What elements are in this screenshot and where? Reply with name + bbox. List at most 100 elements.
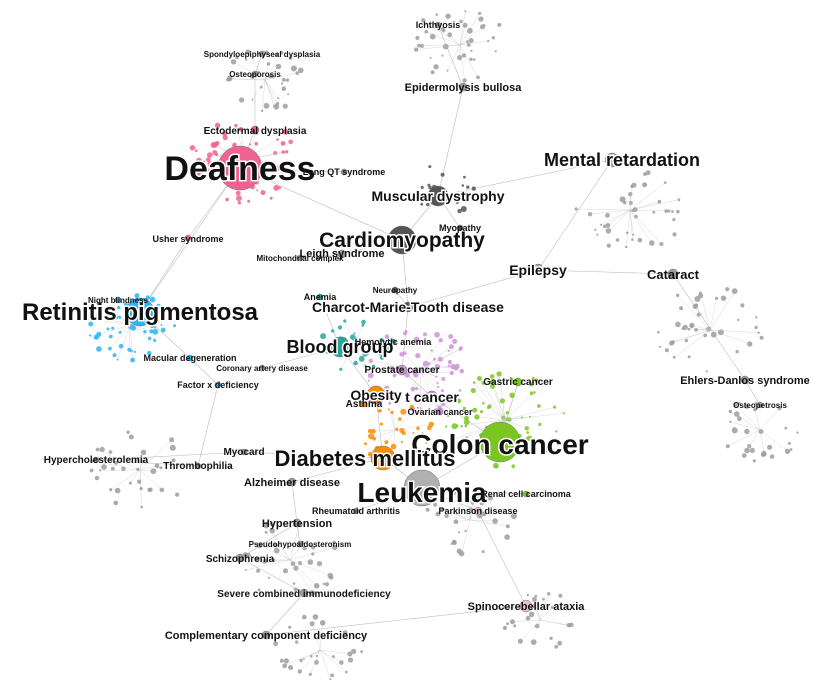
minor-node	[434, 331, 440, 338]
minor-node	[106, 327, 110, 331]
minor-node	[293, 565, 299, 571]
minor-node	[463, 175, 466, 179]
minor-edge	[459, 11, 466, 46]
minor-edge	[388, 409, 396, 431]
minor-edge	[677, 295, 711, 331]
minor-node	[190, 169, 195, 173]
minor-edge	[504, 416, 530, 421]
minor-node	[159, 466, 163, 470]
node-ovarian-cancer	[436, 408, 444, 416]
minor-node	[555, 430, 558, 433]
minor-node	[147, 487, 152, 492]
minor-node	[472, 58, 476, 61]
minor-node	[414, 47, 419, 52]
minor-node	[534, 594, 538, 598]
minor-edge	[469, 519, 508, 527]
minor-node	[114, 487, 121, 494]
minor-edge	[446, 515, 471, 521]
minor-node	[175, 492, 180, 497]
minor-node	[428, 165, 432, 169]
minor-node	[550, 605, 554, 609]
node-muscular-dystrophy	[427, 185, 449, 207]
minor-node	[347, 651, 353, 657]
minor-edge	[139, 469, 162, 491]
minor-node	[732, 427, 736, 430]
edge-factor-x-deficiency-thrombophilia	[197, 384, 219, 467]
minor-node	[263, 102, 270, 109]
minor-edge	[672, 329, 711, 343]
minor-edge	[130, 469, 141, 484]
minor-node	[542, 597, 545, 601]
label-spinocerebellar-ataxia: Spinocerebellar ataxia	[468, 601, 586, 613]
minor-node	[496, 371, 502, 377]
minor-node	[307, 559, 314, 565]
minor-node	[331, 655, 335, 659]
node-obesity	[366, 385, 386, 405]
node-asthma	[360, 400, 368, 408]
label-myocardial-infarction: Myocard	[223, 447, 264, 458]
minor-node	[619, 196, 626, 203]
minor-node	[664, 209, 669, 214]
minor-node	[215, 153, 219, 157]
minor-edge	[386, 429, 396, 443]
minor-node	[643, 172, 647, 177]
minor-node	[495, 465, 499, 468]
minor-edge	[354, 344, 371, 346]
minor-node	[675, 293, 680, 297]
minor-node	[350, 334, 356, 340]
minor-edge	[289, 559, 331, 576]
minor-edge	[284, 649, 321, 666]
minor-node	[470, 49, 473, 53]
label-rheumatoid-arthritis: Rheumatoid arthritis	[312, 506, 400, 516]
minor-node	[311, 545, 316, 550]
minor-node	[249, 143, 252, 146]
label-leukemia: Leukemia	[357, 477, 487, 508]
minor-node	[569, 622, 574, 628]
minor-node	[506, 622, 509, 626]
minor-node	[439, 495, 446, 501]
label-obesity: Obesity	[350, 387, 402, 403]
minor-node	[140, 449, 147, 456]
minor-node	[460, 206, 467, 212]
minor-edge	[629, 209, 634, 235]
minor-node	[88, 321, 94, 327]
minor-node	[416, 406, 419, 409]
minor-edge	[299, 649, 321, 672]
minor-node	[526, 431, 529, 434]
minor-node	[605, 223, 611, 228]
minor-node	[96, 346, 102, 352]
minor-node	[465, 196, 471, 201]
label-colon-cancer: Colon cancer	[411, 429, 588, 460]
edge-alzheimer-hypertension	[291, 481, 298, 524]
node-epidermolysis-bullosa	[458, 82, 468, 92]
minor-edge	[264, 63, 269, 81]
minor-node	[302, 657, 305, 660]
minor-node	[557, 640, 563, 646]
minor-node	[378, 341, 382, 344]
minor-node	[642, 182, 648, 188]
minor-node	[337, 325, 343, 330]
minor-node	[269, 528, 275, 534]
minor-edge	[539, 593, 549, 621]
minor-node	[94, 336, 98, 340]
node-rheumatoid-arthritis	[352, 507, 360, 515]
minor-node	[451, 540, 457, 546]
minor-edge	[759, 429, 765, 455]
minor-node	[435, 375, 438, 378]
minor-node	[458, 389, 462, 392]
minor-node	[694, 303, 699, 307]
minor-node	[368, 433, 374, 440]
minor-node	[679, 306, 684, 311]
minor-node	[672, 355, 676, 359]
label-complement-deficiency: Complementary component deficiency	[165, 630, 368, 642]
label-long-qt: Long QT syndrome	[303, 167, 386, 177]
minor-node	[116, 358, 119, 361]
minor-node	[436, 381, 439, 385]
minor-node	[606, 243, 611, 248]
minor-node	[350, 648, 357, 655]
node-mitochondrial-complex	[296, 254, 304, 262]
minor-node	[462, 22, 468, 28]
minor-node	[728, 409, 732, 414]
minor-node	[703, 333, 708, 338]
minor-node	[128, 481, 132, 485]
